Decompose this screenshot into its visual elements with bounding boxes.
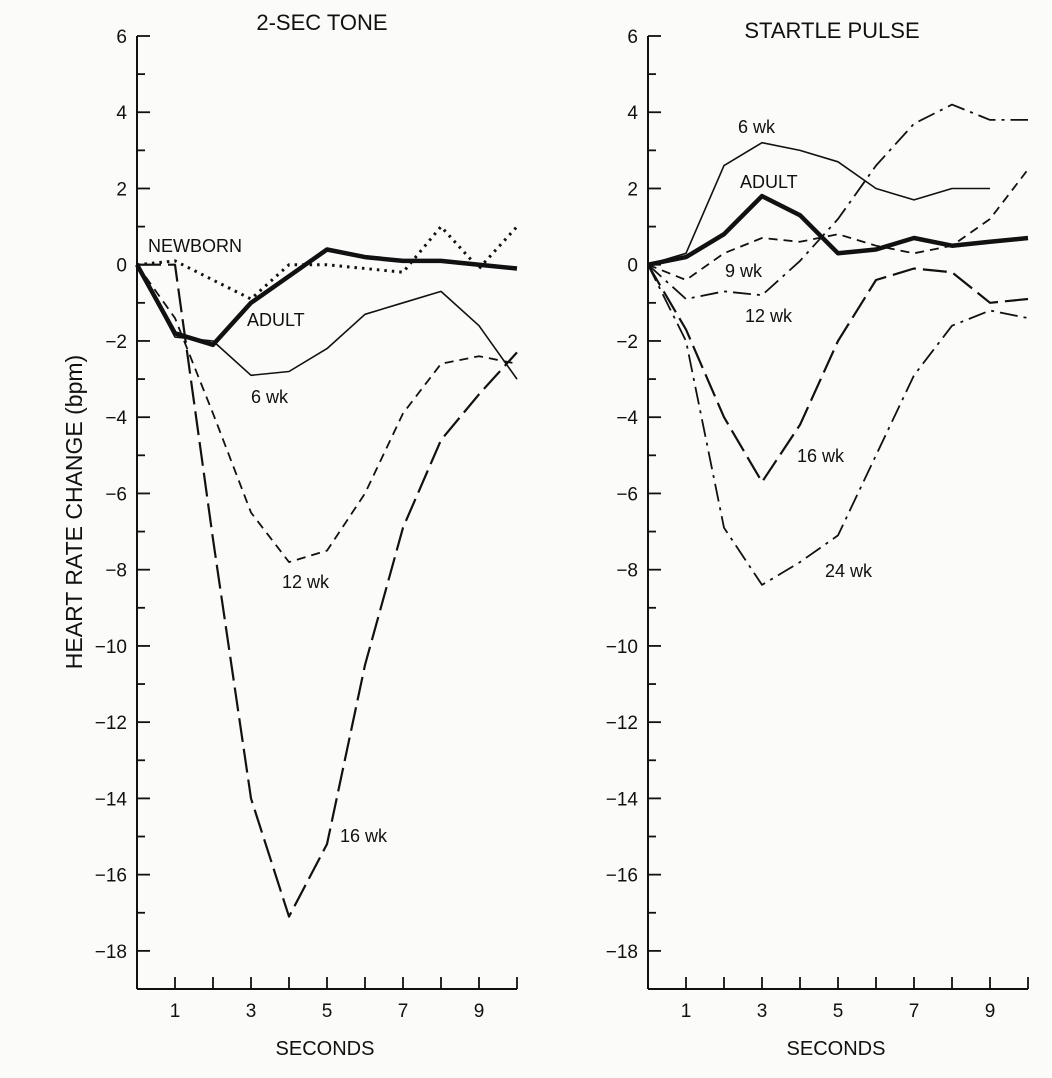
- series-line-adult: [647, 193, 1029, 267]
- series-line-16-wk: [137, 263, 518, 918]
- y-tick-label: −18: [95, 942, 127, 963]
- series-line-6-wk: [647, 141, 990, 266]
- series-label-16wk: 16 wk: [340, 826, 388, 846]
- panel-title: 2-SEC TONE: [256, 10, 387, 35]
- x-axis-label: SECONDS: [787, 1038, 886, 1060]
- y-tick-label: −12: [95, 713, 127, 734]
- y-tick-label: −4: [616, 408, 638, 429]
- y-tick-label: −14: [606, 789, 639, 810]
- x-tick-label: 1: [681, 1001, 692, 1022]
- y-tick-label: −10: [606, 637, 638, 658]
- y-tick-label: −16: [606, 866, 638, 887]
- series-label-9wk: 9 wk: [725, 261, 763, 281]
- series-line-newborn: [136, 225, 519, 301]
- y-tick-label: −6: [616, 484, 638, 505]
- series-label-newborn: NEWBORN: [148, 236, 242, 256]
- y-tick-label: −14: [95, 789, 128, 810]
- series-line-16-wk: [647, 264, 1029, 484]
- y-tick-label: −12: [606, 713, 638, 734]
- y-tick-label: −2: [105, 332, 127, 353]
- x-tick-label: 7: [909, 1001, 920, 1022]
- x-axis-label: SECONDS: [276, 1038, 375, 1060]
- y-tick-label: −10: [95, 637, 127, 658]
- y-tick-label: −8: [105, 561, 127, 582]
- series-label-12wk: 12 wk: [282, 572, 330, 592]
- y-tick-label: 6: [116, 27, 127, 48]
- series-line-24-wk: [647, 264, 1029, 586]
- y-tick-label: 2: [116, 179, 127, 200]
- y-tick-label: 4: [116, 103, 127, 124]
- panel-2-sec-tone: 2-SEC TONE HEART RATE CHANGE (bpm) SECON…: [61, 10, 519, 1060]
- series-line-9-wk: [647, 168, 1029, 281]
- y-tick-label: −16: [95, 866, 127, 887]
- x-tick-label: 5: [322, 1001, 333, 1022]
- y-tick-label: −4: [105, 408, 127, 429]
- y-tick-label: −8: [616, 561, 638, 582]
- y-tick-label: 2: [627, 179, 638, 200]
- series-label-12wk: 12 wk: [745, 306, 793, 326]
- panel-title: STARTLE PULSE: [744, 18, 919, 43]
- series-label-6wk: 6 wk: [251, 387, 289, 407]
- y-tick-label: −18: [606, 942, 638, 963]
- series-line-adult: [135, 247, 518, 348]
- y-tick-label: 0: [116, 256, 127, 277]
- x-tick-label: 7: [398, 1001, 409, 1022]
- x-tick-label: 3: [757, 1001, 768, 1022]
- x-tick-label: 9: [474, 1001, 485, 1022]
- x-tick-label: 1: [170, 1001, 181, 1022]
- series-line-12-wk: [136, 264, 518, 563]
- x-tick-label: 3: [246, 1001, 257, 1022]
- y-tick-label: 6: [627, 27, 638, 48]
- panel-startle-pulse: STARTLE PULSE SECONDS 6 4 2 0 −2 −4 −6 −8 −10 −12…: [606, 18, 1029, 1060]
- series-line-12-wk: [647, 103, 1028, 300]
- y-tick-label: −6: [105, 484, 127, 505]
- x-tick-label: 5: [833, 1001, 844, 1022]
- series-label-adult: ADULT: [247, 310, 305, 330]
- series-line-6-wk: [136, 264, 518, 380]
- series-label-24wk: 24 wk: [825, 561, 873, 581]
- y-axis-label: HEART RATE CHANGE (bpm): [61, 355, 87, 669]
- x-tick-label: 9: [985, 1001, 996, 1022]
- y-tick-label: 4: [627, 103, 638, 124]
- y-tick-label: 0: [627, 256, 638, 277]
- series-label-adult: ADULT: [740, 172, 798, 192]
- series-label-6wk: 6 wk: [738, 117, 776, 137]
- series-label-16wk: 16 wk: [797, 446, 845, 466]
- y-tick-label: −2: [616, 332, 638, 353]
